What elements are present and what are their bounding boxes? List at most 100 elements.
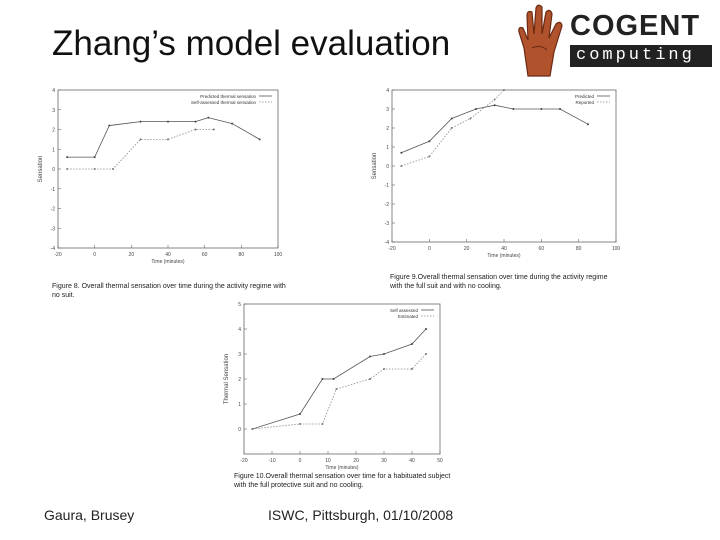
plot-frame bbox=[391, 89, 617, 243]
data-point bbox=[194, 120, 197, 123]
x-tick-label: 50 bbox=[437, 458, 443, 464]
x-tick-label: -20 bbox=[240, 458, 247, 464]
data-point bbox=[369, 378, 371, 380]
legend-label: Estimated bbox=[398, 314, 419, 319]
x-tick-label: 30 bbox=[381, 458, 387, 464]
data-point bbox=[231, 122, 234, 125]
legend-label: Reported bbox=[575, 100, 594, 105]
x-axis-label: Time (minutes) bbox=[325, 465, 358, 471]
series-line bbox=[401, 89, 505, 167]
data-point bbox=[383, 368, 385, 370]
data-point bbox=[503, 89, 505, 91]
series-line bbox=[252, 328, 427, 430]
footer-authors: Gaura, Brusey bbox=[44, 507, 135, 523]
data-point bbox=[411, 368, 413, 370]
data-point bbox=[512, 108, 515, 110]
x-tick-label: 10 bbox=[325, 458, 331, 464]
logo-word-computing: computing bbox=[576, 46, 695, 65]
data-point bbox=[299, 423, 301, 425]
x-tick-label: 40 bbox=[501, 246, 507, 252]
y-tick-label: -1 bbox=[51, 187, 56, 193]
data-point bbox=[207, 116, 210, 119]
y-tick-label: -3 bbox=[51, 226, 56, 232]
data-point bbox=[321, 378, 324, 380]
plot-frame bbox=[57, 89, 279, 249]
legend-label: Self assessed bbox=[390, 308, 419, 313]
plot-frame bbox=[243, 303, 441, 455]
legend-label: Predicted bbox=[575, 94, 595, 99]
x-tick-label: 60 bbox=[539, 246, 545, 252]
x-tick-label: 0 bbox=[299, 458, 302, 464]
y-tick-label: -2 bbox=[51, 207, 56, 213]
data-point bbox=[559, 108, 561, 110]
series-line bbox=[252, 353, 427, 430]
x-tick-label: 100 bbox=[274, 252, 283, 258]
y-tick-label: -4 bbox=[385, 240, 390, 246]
caption-fig8: Figure 8. Overall thermal sensation over… bbox=[52, 283, 286, 299]
y-tick-label: 1 bbox=[386, 145, 389, 151]
series-line bbox=[67, 117, 260, 158]
data-point bbox=[400, 151, 403, 154]
data-point bbox=[475, 108, 477, 110]
data-point bbox=[383, 353, 385, 355]
series-line bbox=[67, 129, 214, 170]
series-line bbox=[401, 104, 589, 154]
x-tick-label: 80 bbox=[239, 252, 245, 258]
hand-logo-icon bbox=[518, 4, 563, 77]
data-point bbox=[139, 120, 142, 123]
y-axis-label: Thermal Sensation bbox=[224, 354, 230, 404]
data-point bbox=[251, 428, 254, 430]
data-point bbox=[108, 124, 111, 127]
legend-label: Self-assessed thermal sensation bbox=[191, 100, 257, 105]
data-point bbox=[167, 138, 169, 141]
y-tick-label: 0 bbox=[238, 427, 241, 433]
y-tick-label: 4 bbox=[386, 88, 389, 94]
y-axis-label: Sensation bbox=[38, 156, 44, 183]
y-tick-label: 2 bbox=[386, 126, 389, 132]
data-point bbox=[493, 98, 496, 101]
logo-band bbox=[570, 45, 712, 67]
data-point bbox=[493, 104, 496, 107]
x-tick-label: 0 bbox=[428, 246, 431, 252]
data-point bbox=[321, 423, 324, 425]
caption-fig10: Figure 10.Overall thermal sensation over… bbox=[234, 473, 451, 489]
legend-label: Predicted thermal sensation bbox=[200, 94, 256, 99]
x-axis-label: Time (minutes) bbox=[487, 253, 520, 259]
y-tick-label: 0 bbox=[386, 164, 389, 170]
data-point bbox=[469, 117, 472, 120]
x-tick-label: 20 bbox=[353, 458, 359, 464]
x-tick-label: 80 bbox=[576, 246, 582, 252]
data-point bbox=[66, 168, 69, 170]
logo-word-cogent: COGENT bbox=[570, 10, 701, 42]
data-point bbox=[93, 156, 96, 159]
y-axis-label: Sensation bbox=[372, 153, 378, 180]
data-point bbox=[450, 127, 453, 129]
data-point bbox=[332, 378, 335, 380]
y-tick-label: 2 bbox=[238, 377, 241, 383]
y-tick-label: 0 bbox=[52, 167, 55, 173]
data-point bbox=[112, 168, 114, 170]
y-tick-label: 3 bbox=[52, 108, 55, 114]
data-point bbox=[299, 413, 301, 415]
chart-fig9: -20 0 20 40 60 80 100 4 3 2 1 0 -1 -2 -3 -4 Time (minute… bbox=[372, 88, 620, 259]
data-point bbox=[428, 155, 431, 158]
x-tick-label: 40 bbox=[409, 458, 415, 464]
data-point bbox=[425, 328, 427, 330]
y-tick-label: -4 bbox=[51, 246, 56, 252]
data-point bbox=[540, 108, 543, 110]
x-tick-label: -10 bbox=[268, 458, 275, 464]
data-point bbox=[194, 128, 197, 131]
x-tick-label: 60 bbox=[202, 252, 208, 258]
data-point bbox=[428, 140, 431, 143]
data-point bbox=[93, 168, 96, 170]
y-tick-label: 3 bbox=[386, 107, 389, 113]
data-point bbox=[66, 156, 69, 159]
data-point bbox=[167, 120, 169, 123]
x-tick-label: -20 bbox=[54, 252, 61, 258]
y-tick-label: 4 bbox=[238, 327, 241, 333]
y-tick-label: 3 bbox=[238, 352, 241, 358]
y-tick-label: 5 bbox=[238, 302, 241, 308]
y-tick-label: -2 bbox=[385, 202, 390, 208]
x-tick-label: -20 bbox=[388, 246, 395, 252]
